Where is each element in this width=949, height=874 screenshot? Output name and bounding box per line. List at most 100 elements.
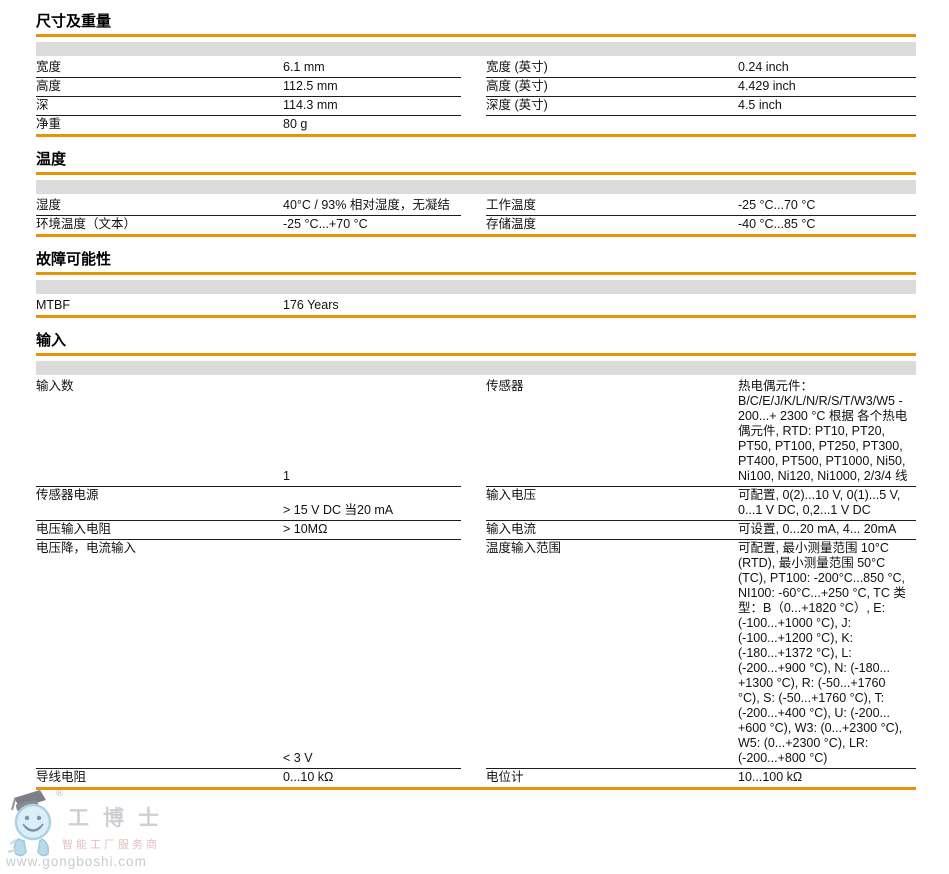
- spec-value: 1: [283, 378, 461, 487]
- table-row: MTBF 176 Years: [36, 297, 916, 315]
- watermark-brand-text: 工博士: [68, 807, 173, 830]
- table-row: 深 114.3 mm 深度 (英寸) 4.5 inch: [36, 96, 916, 116]
- spec-value: [738, 116, 916, 135]
- column-gap: [461, 769, 486, 788]
- spec-label: 电位计: [486, 770, 524, 784]
- spec-label: 输入电压: [486, 486, 738, 521]
- column-gap: [461, 378, 486, 487]
- table-row: 输入数 1 传感器 热电偶元件：B/C/E/J/K/L/N/R/S/T/W3/W…: [36, 378, 916, 487]
- section-title: 温度: [36, 151, 67, 168]
- spec-value: 80 g: [283, 117, 308, 131]
- spec-label: 导线电阻: [36, 770, 87, 784]
- spec-value: 4.429 inch: [738, 77, 916, 97]
- column-gap: [461, 540, 486, 769]
- section-rule: [36, 172, 916, 175]
- spec-label: 高度 (英寸): [486, 77, 738, 97]
- spec-value: 可配置, 最小测量范围 10°C (RTD), 最小测量范围 50°C (TC)…: [738, 539, 916, 769]
- spec-label: 宽度: [36, 59, 283, 78]
- spec-label: 湿度: [36, 197, 283, 216]
- spec-table: 宽度 6.1 mm 宽度 (英寸) 0.24 inch 高度 112.5 mm …: [36, 59, 916, 134]
- spec-label: [486, 116, 738, 135]
- spec-label: [486, 297, 738, 315]
- section-header-bar: [36, 361, 916, 375]
- spec-label: 工作温度: [486, 197, 738, 216]
- spec-label: 环境温度（文本）: [36, 217, 137, 231]
- spec-label: 深: [36, 96, 283, 116]
- spec-label: 净重: [36, 117, 62, 131]
- section-title: 故障可能性: [36, 251, 112, 268]
- spec-value: 0...10 kΩ: [283, 770, 334, 784]
- column-gap: [461, 487, 486, 521]
- gongboshi-mascot-icon: [7, 790, 52, 857]
- table-row: 湿度 40°C / 93% 相对湿度，无凝结 工作温度 -25 °C...70 …: [36, 197, 916, 216]
- spec-value: 热电偶元件：B/C/E/J/K/L/N/R/S/T/W3/W5 - 200...…: [738, 378, 916, 487]
- spec-label: 温度输入范围: [486, 539, 738, 769]
- table-row: 电压输入电阻 > 10MΩ 输入电流 可设置, 0...20 mA, 4... …: [36, 520, 916, 540]
- spec-table: MTBF 176 Years: [36, 297, 916, 315]
- section-rule: [36, 353, 916, 356]
- watermark-tagline: 智能工厂服务商: [62, 839, 160, 851]
- section-title: 输入: [36, 332, 67, 349]
- spec-label: MTBF: [36, 298, 71, 312]
- section-rule: [36, 134, 916, 137]
- section-rule: [36, 787, 916, 790]
- spec-value: 6.1 mm: [283, 59, 461, 78]
- spec-label: 高度: [36, 77, 283, 97]
- column-gap: [461, 97, 486, 116]
- table-row: 高度 112.5 mm 高度 (英寸) 4.429 inch: [36, 77, 916, 97]
- table-row: 净重 80 g: [36, 116, 916, 135]
- section-failure-probability: 故障可能性 MTBF 176 Years: [36, 251, 916, 318]
- spec-value: [738, 297, 916, 315]
- spec-table: 输入数 1 传感器 热电偶元件：B/C/E/J/K/L/N/R/S/T/W3/W…: [36, 378, 916, 787]
- column-gap: [461, 521, 486, 540]
- spec-value: 可设置, 0...20 mA, 4... 20mA: [738, 520, 916, 540]
- section-dimensions-weight: 尺寸及重量 宽度 6.1 mm 宽度 (英寸) 0.24 inch 高度 112…: [36, 13, 916, 137]
- spec-label: 输入电流: [486, 520, 738, 540]
- section-header-bar: [36, 42, 916, 56]
- spec-value: 4.5 inch: [738, 96, 916, 116]
- spec-value: 可配置, 0(2)...10 V, 0(1)...5 V, 0...1 V DC…: [738, 486, 916, 521]
- spec-value: -40 °C...85 °C: [738, 217, 816, 231]
- spec-value: 176 Years: [283, 298, 339, 312]
- section-title: 尺寸及重量: [36, 13, 112, 30]
- column-gap: [461, 116, 486, 135]
- column-gap: [461, 297, 486, 315]
- table-row: 导线电阻 0...10 kΩ 电位计 10...100 kΩ: [36, 769, 916, 788]
- table-row: 电压降，电流输入 < 3 V 温度输入范围 可配置, 最小测量范围 10°C (…: [36, 539, 916, 769]
- section-rule: [36, 34, 916, 37]
- section-header-bar: [36, 280, 916, 294]
- spec-label: 电压输入电阻: [36, 520, 283, 540]
- spec-value: > 15 V DC 当20 mA: [283, 486, 461, 521]
- table-row: 传感器电源 > 15 V DC 当20 mA 输入电压 可配置, 0(2)...…: [36, 486, 916, 521]
- section-input: 输入 输入数 1 传感器 热电偶元件：B/C/E/J/K/L/N/R/S/T/W…: [36, 332, 916, 790]
- spec-value: 40°C / 93% 相对湿度，无凝结: [283, 197, 461, 216]
- spec-value: 10...100 kΩ: [738, 770, 803, 784]
- spec-sheet-page: 尺寸及重量 宽度 6.1 mm 宽度 (英寸) 0.24 inch 高度 112…: [36, 13, 916, 790]
- column-gap: [461, 216, 486, 235]
- section-header-bar: [36, 180, 916, 194]
- spec-value: 0.24 inch: [738, 59, 916, 78]
- spec-value: 112.5 mm: [283, 77, 461, 97]
- spec-label: 电压降，电流输入: [36, 539, 283, 769]
- table-row: 环境温度（文本） -25 °C...+70 °C 存储温度 -40 °C...8…: [36, 216, 916, 235]
- column-gap: [461, 78, 486, 97]
- spec-value: > 10MΩ: [283, 520, 461, 540]
- spec-value: 114.3 mm: [283, 96, 461, 116]
- spec-label: 传感器电源: [36, 486, 283, 521]
- watermark: ® 工博士 智能工厂服务商 www.gongboshi.com: [6, 784, 206, 874]
- spec-label: 存储温度: [486, 217, 537, 231]
- section-rule: [36, 315, 916, 318]
- watermark-url: www.gongboshi.com: [6, 854, 147, 869]
- section-temperature: 温度 湿度 40°C / 93% 相对湿度，无凝结 工作温度 -25 °C...…: [36, 151, 916, 237]
- spec-label: 传感器: [486, 378, 738, 487]
- spec-value: -25 °C...+70 °C: [283, 217, 368, 231]
- spec-value: -25 °C...70 °C: [738, 197, 916, 216]
- column-gap: [461, 197, 486, 216]
- spec-value: < 3 V: [283, 539, 461, 769]
- column-gap: [461, 59, 486, 78]
- spec-table: 湿度 40°C / 93% 相对湿度，无凝结 工作温度 -25 °C...70 …: [36, 197, 916, 234]
- section-rule: [36, 234, 916, 237]
- spec-label: 深度 (英寸): [486, 96, 738, 116]
- spec-label: 输入数: [36, 378, 283, 487]
- table-row: 宽度 6.1 mm 宽度 (英寸) 0.24 inch: [36, 59, 916, 78]
